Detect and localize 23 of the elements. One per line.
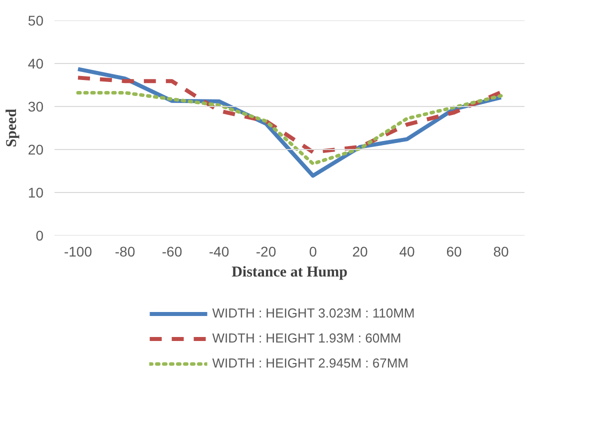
x-tick-label: -60	[162, 244, 182, 260]
x-tick-label: 0	[309, 244, 318, 260]
y-tick-label: 20	[28, 142, 44, 158]
y-tick-label: 50	[28, 12, 44, 28]
y-tick-label: 40	[28, 56, 44, 72]
line-series	[76, 90, 503, 166]
y-axis-title: Speed	[4, 108, 20, 148]
legend-label: WIDTH : HEIGHT 3.023M : 110MM	[212, 306, 415, 320]
legend-label: WIDTH : HEIGHT 2.945M : 67MM	[212, 356, 408, 370]
x-tick-label: 40	[399, 244, 415, 260]
x-tick-label: 60	[446, 244, 462, 260]
x-tick-label: -100	[64, 244, 92, 260]
y-tick-label: 0	[36, 228, 44, 244]
x-tick-label: -40	[208, 244, 230, 260]
x-tick-label: 80	[493, 244, 509, 260]
x-axis-title: Distance at Hump	[232, 264, 348, 280]
y-tick-label: 30	[28, 98, 44, 114]
line-series	[76, 76, 503, 154]
legend-label: WIDTH : HEIGHT 1.93M : 60MM	[212, 330, 402, 346]
y-tick-label: 10	[28, 184, 44, 200]
x-tick-label: 20	[352, 244, 368, 260]
x-tick-label: -80	[114, 244, 136, 260]
x-tick-label: -20	[256, 244, 276, 260]
